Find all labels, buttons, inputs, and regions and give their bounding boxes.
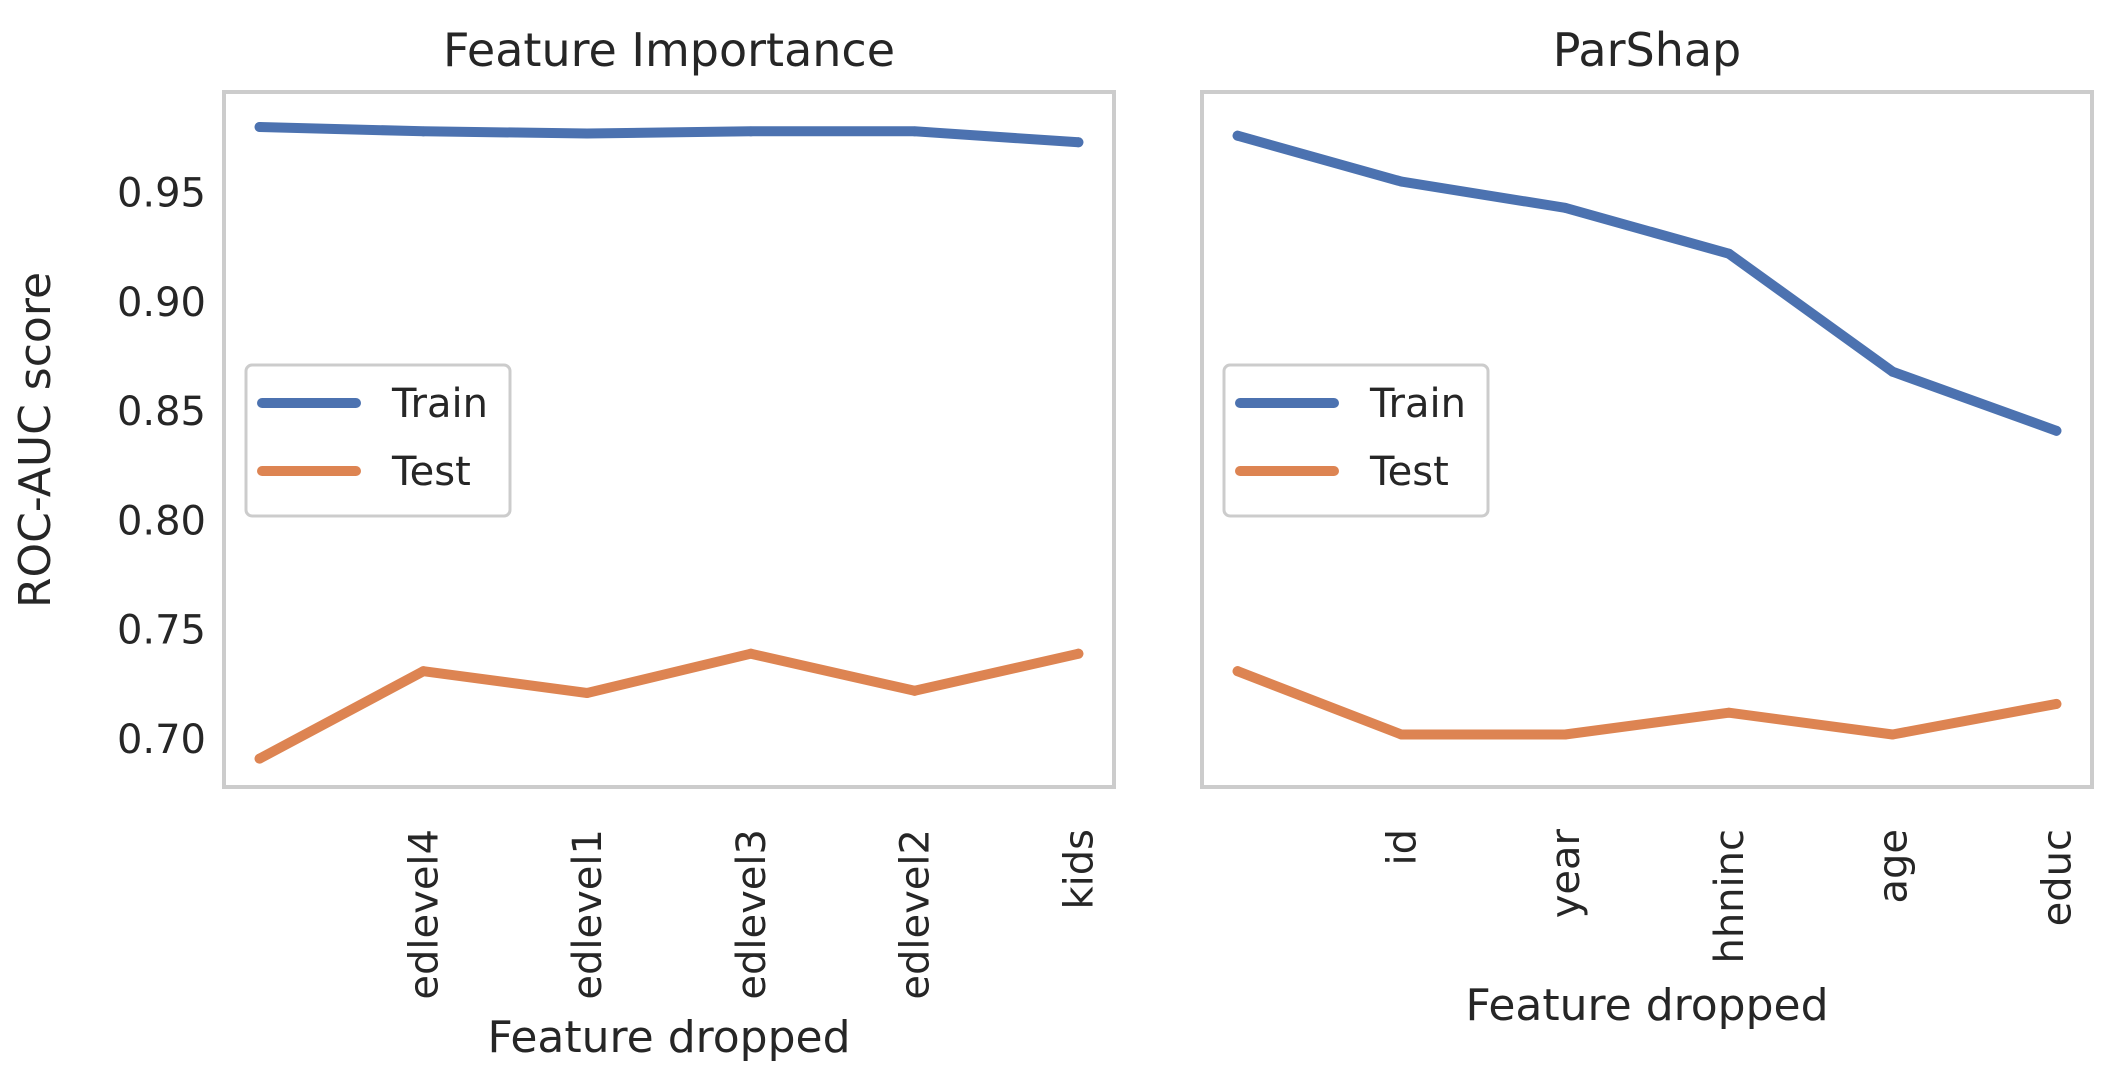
chart-panel-1: Feature Importance 0.70 0.75 0.80 0.85 0.90 0.… bbox=[117, 23, 1116, 1063]
data-point-train bbox=[2051, 425, 2062, 436]
x-tick-label: edlevel4 bbox=[401, 829, 447, 1000]
y-tick-label: 0.85 bbox=[117, 389, 206, 435]
data-point-test bbox=[745, 648, 756, 659]
x-tick-label: edlevel2 bbox=[893, 829, 939, 1000]
legend-label-test: Test bbox=[391, 449, 471, 495]
legend-label-test: Test bbox=[1369, 449, 1449, 495]
data-point-train bbox=[1887, 366, 1898, 377]
x-tick-label: edlevel3 bbox=[729, 829, 775, 1000]
plot-frame bbox=[222, 90, 1116, 789]
data-point-train bbox=[745, 126, 756, 137]
x-tick-label: educ bbox=[2034, 829, 2080, 926]
data-point-train bbox=[1232, 130, 1243, 141]
data-point-test bbox=[1232, 666, 1243, 677]
data-point-test bbox=[1396, 729, 1407, 740]
series-line-train bbox=[254, 122, 1084, 148]
series-line-train bbox=[1232, 130, 2062, 436]
legend-label-train: Train bbox=[391, 381, 488, 427]
data-point-train bbox=[909, 126, 920, 137]
plot-frame bbox=[1200, 90, 2094, 789]
legend-label-train: Train bbox=[1369, 381, 1466, 427]
chart-panels: Feature Importance 0.70 0.75 0.80 0.85 0.90 0.… bbox=[117, 23, 2094, 1063]
data-point-train bbox=[254, 121, 265, 132]
x-tick-label: hhninc bbox=[1707, 829, 1753, 964]
data-point-train bbox=[1723, 248, 1734, 259]
chart-title: ParShap bbox=[1553, 23, 1742, 77]
x-tick-label: kids bbox=[1056, 829, 1102, 910]
chart-panel-2: ParShap id year hhninc age educ Feature droppe… bbox=[1200, 23, 2094, 1031]
y-tick-label: 0.95 bbox=[117, 171, 206, 217]
y-tick-label: 0.90 bbox=[117, 280, 206, 326]
data-point-train bbox=[1073, 137, 1084, 148]
data-point-train bbox=[418, 126, 429, 137]
y-tick-label: 0.70 bbox=[117, 717, 206, 763]
y-tick-label: 0.80 bbox=[117, 498, 206, 544]
data-point-test bbox=[1073, 648, 1084, 659]
data-point-train bbox=[1396, 176, 1407, 187]
x-tick-label: age bbox=[1871, 829, 1917, 904]
series-line-test bbox=[254, 648, 1084, 764]
data-point-test bbox=[1560, 729, 1571, 740]
x-tick-label: id bbox=[1379, 829, 1425, 866]
data-point-test bbox=[582, 688, 593, 699]
data-point-test bbox=[418, 666, 429, 677]
legend: Train Test bbox=[244, 363, 512, 518]
data-point-test bbox=[2051, 698, 2062, 709]
series-line-test bbox=[1232, 666, 2062, 740]
x-axis-label: Feature dropped bbox=[487, 1012, 850, 1063]
data-point-test bbox=[909, 685, 920, 696]
data-point-test bbox=[1887, 729, 1898, 740]
data-point-test bbox=[1723, 707, 1734, 718]
chart-title: Feature Importance bbox=[443, 23, 895, 77]
x-tick-label: year bbox=[1543, 828, 1589, 918]
x-axis-label: Feature dropped bbox=[1465, 980, 1828, 1031]
data-point-train bbox=[1560, 202, 1571, 213]
legend: Train Test bbox=[1222, 363, 1490, 518]
data-point-train bbox=[582, 128, 593, 139]
y-axis-label: ROC-AUC score bbox=[10, 272, 61, 608]
data-point-test bbox=[254, 753, 265, 764]
x-tick-label: edlevel1 bbox=[565, 829, 611, 1000]
y-tick-label: 0.75 bbox=[117, 608, 206, 654]
